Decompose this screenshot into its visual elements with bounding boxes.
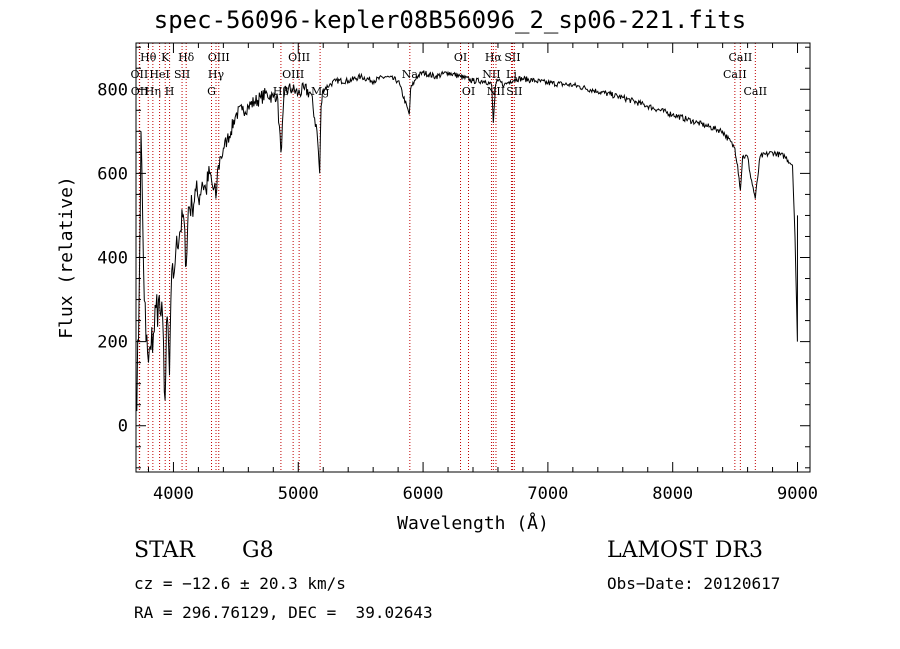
line-label: Hθ <box>140 51 157 64</box>
line-label: OIII <box>282 68 304 81</box>
line-label: Hα <box>485 51 503 64</box>
x-tick-label: 8000 <box>652 484 693 504</box>
y-axis-label: Flux (relative) <box>56 176 77 339</box>
line-label: SII <box>504 51 520 64</box>
redshift-cz: cz = −12.6 ± 20.3 km/s <box>134 574 346 593</box>
line-label: NII <box>482 68 500 81</box>
line-label: SII <box>506 85 522 98</box>
line-label: SII <box>174 68 190 81</box>
line-label: Mg <box>311 85 329 98</box>
line-label: Hη <box>145 85 161 98</box>
line-label: OII <box>131 68 149 81</box>
y-tick-label: 0 <box>118 417 128 437</box>
y-tick-label: 200 <box>97 333 128 353</box>
y-tick-label: 800 <box>97 80 128 100</box>
line-label: OIII <box>208 51 230 64</box>
line-label: OII <box>131 85 149 98</box>
coordinates: RA = 296.76129, DEC = 39.02643 <box>134 603 433 622</box>
y-tick-label: 600 <box>97 164 128 184</box>
line-label: H <box>165 85 175 98</box>
x-axis-label: Wavelength (Å) <box>397 512 549 534</box>
survey-name: LAMOST DR3 <box>607 538 763 563</box>
line-label: Hδ <box>178 51 195 64</box>
line-label: CaII <box>723 68 747 81</box>
subclass: G8 <box>242 538 274 563</box>
line-label: Na <box>402 68 419 81</box>
x-tick-label: 9000 <box>777 484 818 504</box>
line-label: OI <box>454 51 467 64</box>
line-label: Hγ <box>208 68 225 81</box>
line-label: NII <box>487 85 505 98</box>
object-class: STAR <box>134 538 195 563</box>
line-label: OIII <box>288 51 310 64</box>
x-tick-label: 6000 <box>403 484 444 504</box>
chart-title: spec-56096-kepler08B56096_2_sp06-221.fit… <box>153 6 747 34</box>
x-tick-label: 5000 <box>278 484 319 504</box>
line-label: HeI <box>149 68 169 81</box>
x-tick-label: 7000 <box>527 484 568 504</box>
line-label: CaII <box>743 85 767 98</box>
line-label: K <box>161 51 170 64</box>
spectrum-series-line <box>135 70 798 412</box>
line-label: OI <box>462 85 475 98</box>
line-label: Li <box>506 68 517 81</box>
axis-ticks: 4000 5000 6000 7000 8000 9000 0 200 400 600 800 <box>97 43 818 504</box>
line-label: CaII <box>729 51 753 64</box>
plot-frame <box>135 42 811 473</box>
line-label: G <box>207 85 216 98</box>
y-tick-label: 400 <box>97 249 128 269</box>
x-tick-label: 4000 <box>153 484 194 504</box>
observation-date: Obs−Date: 20120617 <box>607 574 781 593</box>
